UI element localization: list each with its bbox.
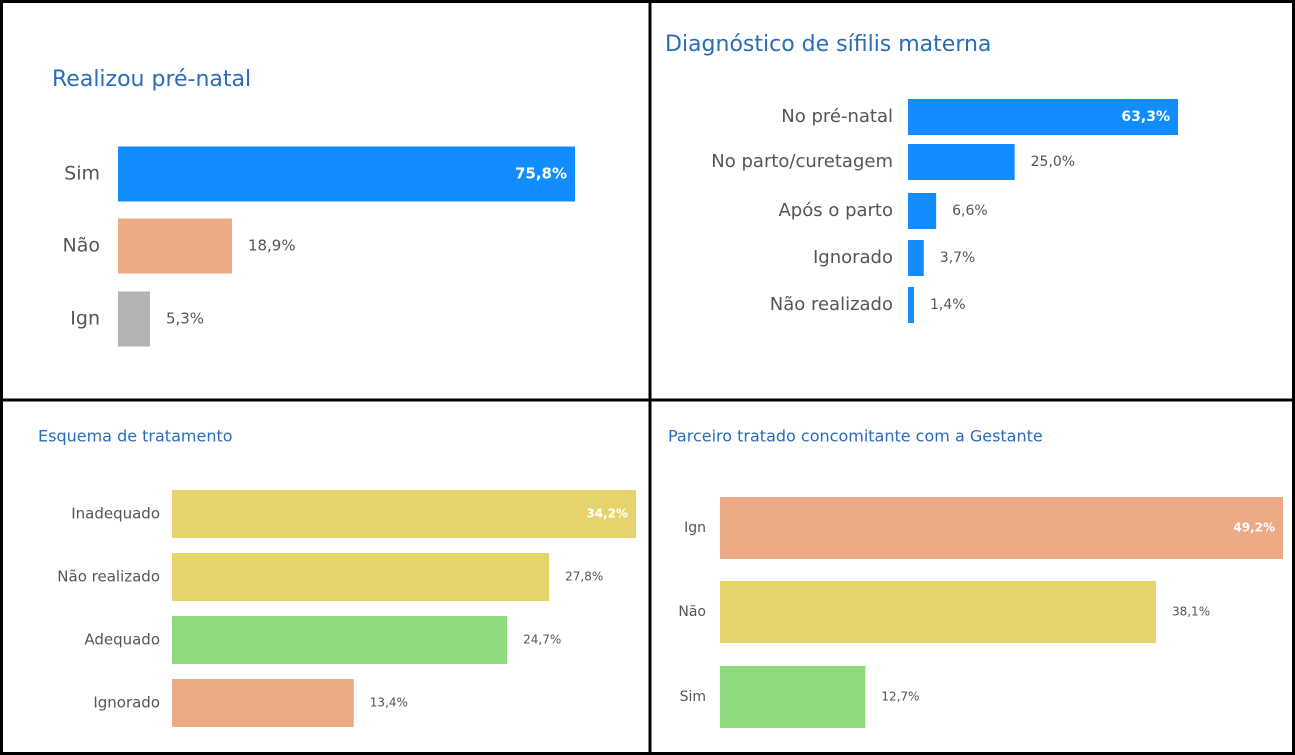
bar xyxy=(118,146,575,202)
value-label: 49,2% xyxy=(1233,521,1275,535)
value-label: 34,2% xyxy=(586,507,628,521)
bar xyxy=(720,581,1156,643)
value-label: 75,8% xyxy=(515,165,567,183)
value-label: 24,7% xyxy=(523,633,561,647)
category-label: Ign xyxy=(70,308,100,330)
value-label: 13,4% xyxy=(370,696,408,710)
value-label: 63,3% xyxy=(1121,109,1170,125)
category-label: Sim xyxy=(680,689,706,705)
category-label: Ignorado xyxy=(93,694,160,712)
value-label: 1,4% xyxy=(930,297,966,313)
value-label: 12,7% xyxy=(881,690,919,704)
bar xyxy=(118,291,150,347)
category-label: No parto/curetagem xyxy=(711,151,893,172)
bar xyxy=(118,218,232,274)
category-label: Sim xyxy=(64,163,100,185)
category-label: Ignorado xyxy=(813,247,893,268)
category-label: Após o parto xyxy=(778,200,893,221)
value-label: 3,7% xyxy=(940,250,976,266)
value-label: 27,8% xyxy=(565,570,603,584)
chart-title: Esquema de tratamento xyxy=(38,427,233,446)
chart-title: Realizou pré-natal xyxy=(52,67,251,92)
category-label: Inadequado xyxy=(71,505,160,523)
bar xyxy=(908,240,924,276)
value-label: 5,3% xyxy=(166,310,204,328)
bar xyxy=(720,666,866,728)
category-label: Não realizado xyxy=(770,294,893,315)
category-label: Não realizado xyxy=(57,568,160,586)
bar xyxy=(908,99,1178,135)
category-label: Não xyxy=(678,604,706,620)
bar xyxy=(908,287,914,323)
category-label: Adequado xyxy=(84,631,160,649)
category-label: Ign xyxy=(684,520,706,536)
bar xyxy=(172,553,550,601)
chart-title: Parceiro tratado concomitante com a Gest… xyxy=(668,427,1043,446)
value-label: 6,6% xyxy=(952,203,988,219)
value-label: 18,9% xyxy=(248,237,296,255)
bar xyxy=(908,144,1015,180)
category-label: No pré-natal xyxy=(781,106,893,127)
bar xyxy=(172,679,354,727)
value-label: 38,1% xyxy=(1172,605,1210,619)
bar xyxy=(908,193,937,229)
bar xyxy=(720,497,1283,559)
category-label: Não xyxy=(63,235,100,257)
bar xyxy=(172,490,636,538)
chart-title: Diagnóstico de sífilis materna xyxy=(665,32,991,57)
value-label: 25,0% xyxy=(1031,154,1075,170)
bar xyxy=(172,616,508,664)
